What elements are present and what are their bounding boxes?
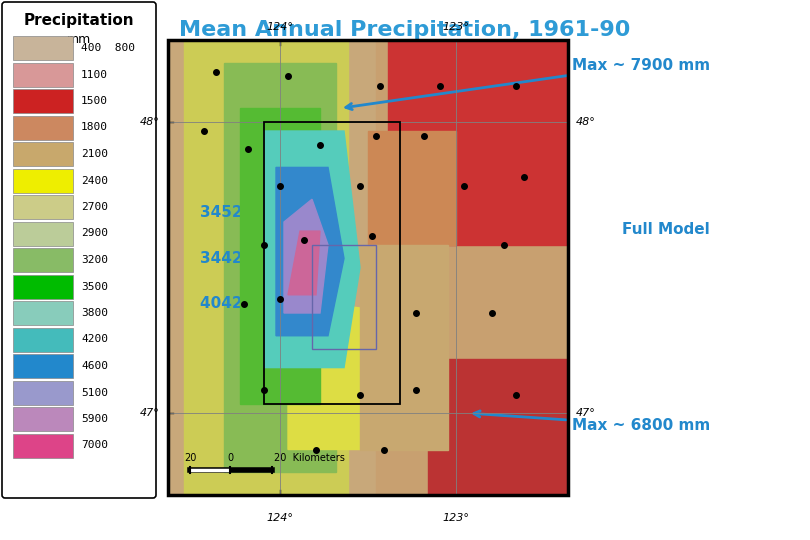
Bar xyxy=(13,116,73,139)
Bar xyxy=(13,354,73,378)
Text: 4042 mm: 4042 mm xyxy=(200,296,279,312)
Polygon shape xyxy=(368,131,456,245)
Bar xyxy=(13,274,73,299)
Text: 3800: 3800 xyxy=(81,308,108,318)
Bar xyxy=(168,40,568,495)
Text: 1500: 1500 xyxy=(81,96,108,106)
Text: Max ~ 6800 mm: Max ~ 6800 mm xyxy=(474,411,710,433)
Bar xyxy=(312,245,376,349)
Bar xyxy=(13,381,73,404)
Text: 3442 mm: 3442 mm xyxy=(200,251,279,266)
Polygon shape xyxy=(284,199,328,313)
Polygon shape xyxy=(288,231,320,295)
Text: Full Model: Full Model xyxy=(622,222,710,238)
Polygon shape xyxy=(376,40,568,495)
Bar xyxy=(13,248,73,272)
Text: 2700: 2700 xyxy=(81,202,108,212)
Polygon shape xyxy=(360,245,448,449)
Bar xyxy=(13,301,73,325)
Polygon shape xyxy=(428,359,568,495)
Bar xyxy=(13,142,73,166)
Text: 2100: 2100 xyxy=(81,149,108,159)
Polygon shape xyxy=(288,304,400,449)
Text: Precipitation: Precipitation xyxy=(23,13,134,28)
Text: 1800: 1800 xyxy=(81,123,108,132)
Bar xyxy=(13,434,73,457)
Polygon shape xyxy=(184,40,348,495)
Text: 2400: 2400 xyxy=(81,176,108,186)
Text: 400  800: 400 800 xyxy=(81,43,135,53)
Text: 124°: 124° xyxy=(266,22,293,32)
Polygon shape xyxy=(276,167,344,336)
Bar xyxy=(13,168,73,192)
Bar xyxy=(13,407,73,431)
Text: 0: 0 xyxy=(227,453,233,463)
Text: 123°: 123° xyxy=(442,22,470,32)
Bar xyxy=(13,63,73,86)
Text: 47°: 47° xyxy=(140,408,160,418)
Text: 47°: 47° xyxy=(576,408,596,418)
Text: 20: 20 xyxy=(184,453,196,463)
Polygon shape xyxy=(224,63,336,472)
Text: 5900: 5900 xyxy=(81,414,108,424)
Bar xyxy=(13,195,73,219)
Text: 3200: 3200 xyxy=(81,255,108,265)
Text: Mean Annual Precipitation, 1961-90: Mean Annual Precipitation, 1961-90 xyxy=(179,20,631,40)
Text: Max ~ 7900 mm: Max ~ 7900 mm xyxy=(346,57,710,110)
Text: 48°: 48° xyxy=(576,117,596,127)
Bar xyxy=(13,221,73,246)
Bar xyxy=(168,40,568,495)
Text: 124°: 124° xyxy=(266,513,293,523)
Bar xyxy=(13,89,73,113)
FancyBboxPatch shape xyxy=(2,2,156,498)
Bar xyxy=(13,36,73,60)
Text: 20  Kilometers: 20 Kilometers xyxy=(274,453,345,463)
Text: 7000: 7000 xyxy=(81,441,108,450)
Bar xyxy=(13,327,73,352)
Text: 2900: 2900 xyxy=(81,228,108,239)
Text: 4600: 4600 xyxy=(81,361,108,371)
Polygon shape xyxy=(264,131,360,368)
Polygon shape xyxy=(388,40,568,245)
Text: 4200: 4200 xyxy=(81,334,108,345)
Text: 5100: 5100 xyxy=(81,388,108,397)
Text: 1100: 1100 xyxy=(81,70,108,79)
Text: mm: mm xyxy=(67,33,91,46)
Text: 123°: 123° xyxy=(442,513,470,523)
Text: 3452 mm: 3452 mm xyxy=(200,205,279,220)
Polygon shape xyxy=(240,108,320,404)
Bar xyxy=(264,122,400,404)
Text: 48°: 48° xyxy=(140,117,160,127)
Text: 3500: 3500 xyxy=(81,281,108,292)
